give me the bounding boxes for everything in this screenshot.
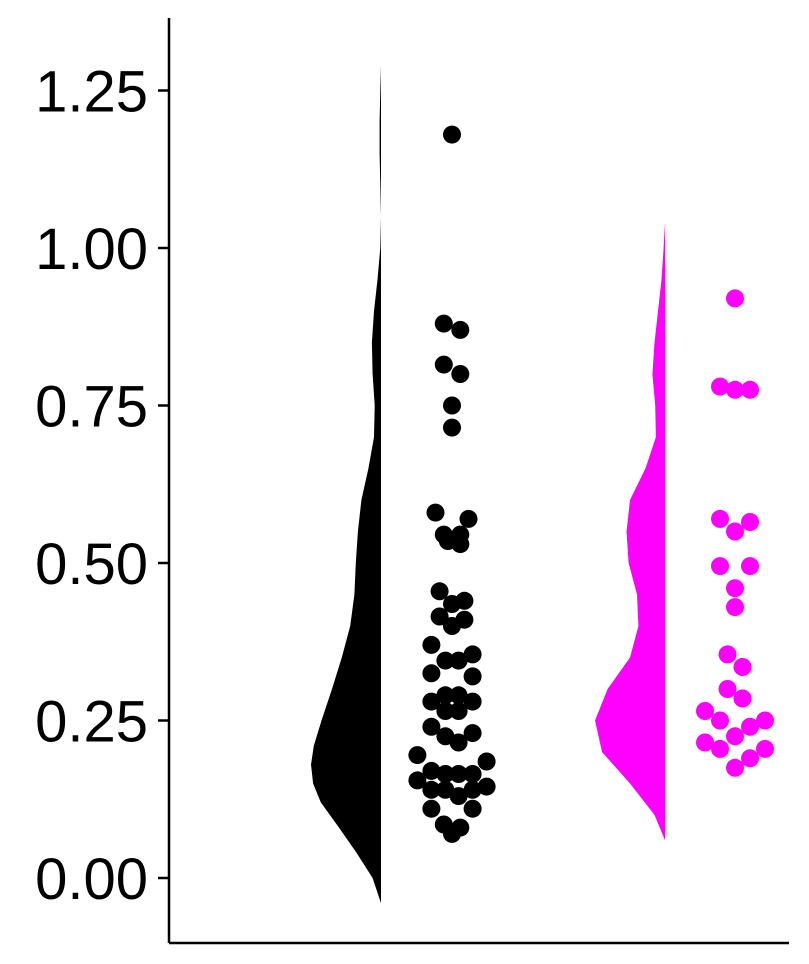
data-point (443, 617, 461, 635)
data-point (463, 724, 482, 743)
data-point (741, 749, 759, 768)
data-point (726, 289, 744, 308)
data-point (726, 579, 744, 598)
data-point (733, 658, 752, 676)
data-point (711, 711, 729, 730)
density-cloud-1 (311, 65, 381, 904)
data-point (436, 651, 455, 670)
data-point (463, 667, 482, 686)
data-point (408, 746, 427, 765)
data-point (718, 645, 737, 664)
data-point (711, 739, 729, 758)
data-point (463, 780, 482, 799)
y-tick-label: 1.00 (35, 217, 148, 282)
data-point (726, 758, 744, 777)
data-point (477, 752, 496, 771)
data-point (422, 761, 441, 780)
data-point (449, 702, 468, 720)
y-tick-label: 0.50 (35, 532, 148, 597)
data-point (726, 727, 744, 746)
data-point (443, 824, 461, 843)
data-point (741, 380, 759, 399)
data-point (756, 711, 774, 730)
data-point (436, 686, 455, 705)
data-point (726, 598, 744, 617)
data-point (443, 418, 461, 437)
data-point (711, 377, 729, 396)
data-point (408, 771, 427, 790)
data-point (756, 739, 774, 758)
data-point (741, 513, 759, 531)
data-point (449, 686, 468, 705)
y-tick-label: 0.75 (35, 375, 148, 440)
data-point (422, 635, 441, 654)
data-point (430, 607, 449, 626)
data-point (451, 535, 470, 554)
y-tick-label: 0.00 (35, 847, 148, 912)
data-point (422, 692, 441, 711)
data-point (733, 689, 752, 708)
data-point (696, 733, 714, 752)
data-point (726, 522, 744, 541)
data-point (477, 777, 496, 796)
data-point (449, 651, 468, 670)
data-point (459, 509, 478, 528)
data-point (741, 717, 759, 736)
data-points (408, 125, 774, 843)
data-point (463, 765, 482, 783)
data-point (422, 799, 441, 818)
data-point (430, 582, 449, 601)
data-point (422, 664, 441, 683)
data-point (451, 365, 470, 383)
data-point (463, 692, 482, 711)
data-point (711, 557, 729, 576)
data-point (443, 595, 461, 613)
y-tick-label: 0.25 (35, 690, 148, 755)
data-point (463, 645, 482, 664)
data-point (443, 125, 461, 144)
data-point (463, 799, 482, 818)
data-point (434, 355, 453, 374)
data-point (436, 765, 455, 783)
data-point (426, 503, 445, 522)
data-point (449, 765, 468, 783)
data-point (696, 702, 714, 720)
data-point (436, 702, 455, 720)
data-point (434, 314, 453, 333)
y-tick-label: 1.25 (35, 60, 148, 125)
data-point (449, 787, 468, 806)
data-point (449, 733, 468, 752)
data-point (422, 717, 441, 736)
data-point (451, 320, 470, 339)
data-point (726, 380, 744, 399)
data-point (711, 509, 729, 528)
density-clouds (311, 65, 665, 904)
data-point (718, 680, 737, 698)
density-cloud-2 (595, 222, 665, 841)
data-point (422, 780, 441, 799)
data-point (443, 396, 461, 415)
data-point (741, 557, 759, 576)
y-axis-ticks: 0.00 0.25 0.50 0.75 1.00 1.25 (35, 60, 169, 912)
